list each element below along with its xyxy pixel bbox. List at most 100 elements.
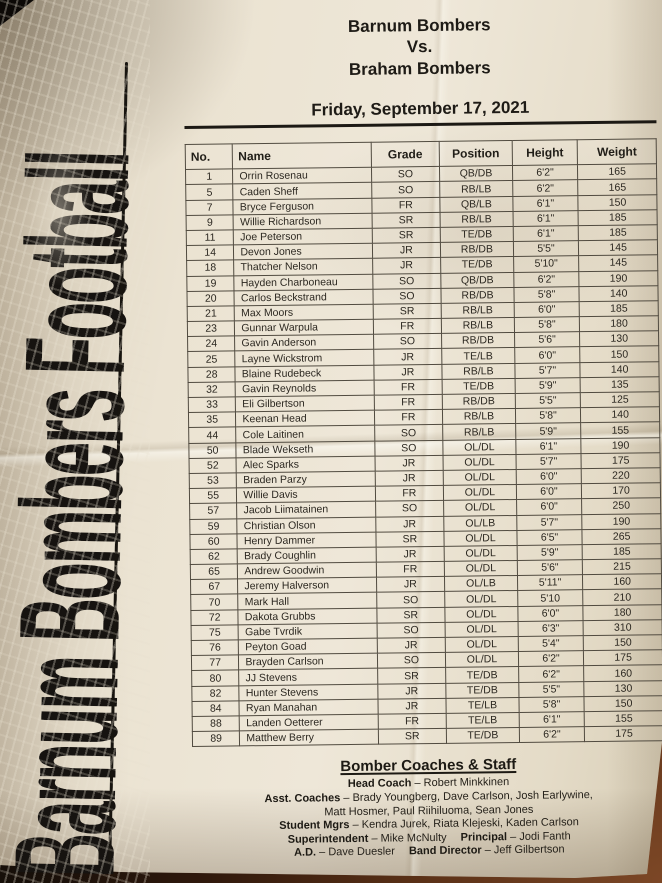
cell-no: 19 <box>186 275 235 292</box>
cell-height: 6'5" <box>516 529 583 546</box>
cell-height: 5'8" <box>515 407 581 424</box>
staff-role-label: A.D. <box>293 846 317 860</box>
cell-height: 5'8" <box>513 286 580 303</box>
staff-role-label: Principal <box>460 830 508 844</box>
cell-position: OL/DL <box>444 590 518 608</box>
cell-no: 65 <box>190 563 238 580</box>
cell-grade: FR <box>372 318 442 335</box>
cell-name: Thatcher Nelson <box>234 258 373 276</box>
cell-height: 6'1" <box>515 438 582 455</box>
cell-name: Caden Sheff <box>233 182 372 200</box>
cell-name: JJ Stevens <box>239 668 378 686</box>
printed-content: Barnum Bombers Vs. Braham Bombers Friday… <box>183 0 662 862</box>
side-banner: Barnum Bombers Football <box>0 0 159 883</box>
cell-height: 6'1" <box>512 195 579 212</box>
cell-weight: 185 <box>579 300 659 317</box>
cell-weight: 165 <box>577 163 657 181</box>
cell-no: 25 <box>187 351 236 368</box>
cell-position: TE/DB <box>440 256 514 273</box>
cell-weight: 185 <box>582 543 662 560</box>
cell-height: 6'2" <box>519 726 585 743</box>
cell-weight: 180 <box>583 604 662 621</box>
cell-position: OL/DL <box>445 606 518 623</box>
cell-grade: SR <box>371 227 441 244</box>
cell-no: 55 <box>189 488 237 504</box>
cell-height: 6'0" <box>513 301 580 318</box>
cell-grade: SR <box>377 667 446 684</box>
cell-height: 5'6" <box>514 331 580 348</box>
cell-position: OL/LB <box>443 514 517 532</box>
cell-no: 14 <box>186 245 235 261</box>
cell-no: 57 <box>189 503 238 519</box>
cell-no: 24 <box>187 336 236 352</box>
cell-weight: 170 <box>581 482 661 500</box>
cell-height: 5'10" <box>513 256 580 273</box>
staff-names: – Jodi Fanth <box>506 830 571 843</box>
cell-no: 35 <box>188 412 237 428</box>
cell-position: OL/DL <box>444 530 517 547</box>
cell-position: RB/LB <box>442 363 515 380</box>
cell-height: 6'0" <box>515 468 582 485</box>
cell-weight: 175 <box>583 649 662 667</box>
cell-no: 20 <box>186 290 235 307</box>
cell-grade: SR <box>375 531 445 548</box>
cell-name: Hunter Stevens <box>239 683 378 701</box>
cell-height: 5'9" <box>516 544 583 561</box>
cell-no: 76 <box>191 639 239 656</box>
cell-grade: JR <box>377 698 447 715</box>
cell-position: TE/DB <box>446 727 520 744</box>
staff-role-label: Asst. Coaches <box>264 792 341 806</box>
cell-name: Gabe Tvrdik <box>238 623 377 640</box>
cell-no: 9 <box>186 214 234 231</box>
cell-grade: SO <box>376 622 446 639</box>
cell-height: 5'6" <box>517 559 583 576</box>
cell-position: OL/DL <box>443 454 516 471</box>
cell-height: 5'8" <box>518 696 585 713</box>
cell-name: Willie Davis <box>236 486 376 504</box>
cell-weight: 265 <box>582 528 662 545</box>
column-header-name: Name <box>232 142 372 170</box>
cell-height: 6'0" <box>516 499 583 515</box>
cell-grade: JR <box>373 364 443 381</box>
cell-grade: SR <box>371 212 441 229</box>
cell-name: Landen Oetterer <box>239 714 378 732</box>
cell-name: Alec Sparks <box>236 455 375 473</box>
cell-grade: JR <box>376 576 445 593</box>
cell-weight: 140 <box>580 361 660 378</box>
cell-name: Orrin Rosenau <box>232 167 372 185</box>
cell-position: OL/DL <box>444 545 518 562</box>
cell-no: 53 <box>189 472 237 489</box>
cell-height: 5'7" <box>515 453 582 470</box>
matchup-header: Barnum Bombers Vs. Braham Bombers <box>183 12 656 82</box>
cell-no: 52 <box>189 457 237 474</box>
cell-weight: 185 <box>578 224 658 241</box>
cell-name: Carlos Beckstrand <box>234 288 373 306</box>
cell-no: 11 <box>186 229 234 246</box>
cell-grade: SO <box>371 181 440 198</box>
cell-position: RB/DB <box>441 287 514 304</box>
cell-no: 59 <box>189 518 238 535</box>
cell-no: 89 <box>192 731 240 747</box>
cell-position: QB/DB <box>440 272 514 289</box>
column-header-weight: Weight <box>577 138 657 165</box>
cell-position: OL/DL <box>442 439 516 456</box>
staff-names: – Kendra Jurek, Riata Klejeski, Kaden Ca… <box>349 816 579 832</box>
cell-position: RB/DB <box>440 241 514 258</box>
cell-position: TE/LB <box>441 347 515 365</box>
cell-weight: 145 <box>578 239 658 257</box>
cell-weight: 145 <box>578 255 658 272</box>
cell-position: QB/LB <box>439 196 513 213</box>
cell-position: TE/DB <box>440 226 514 243</box>
cell-grade: SO <box>374 439 444 456</box>
cell-height: 6'2" <box>512 164 578 181</box>
column-header-position: Position <box>439 140 513 167</box>
cell-name: Willie Richardson <box>233 212 372 230</box>
cell-weight: 190 <box>579 270 658 287</box>
cell-grade: SO <box>372 288 442 305</box>
cell-name: Blaine Rudebeck <box>235 364 374 382</box>
cell-name: Keenan Head <box>235 410 375 428</box>
cell-weight: 250 <box>581 498 661 515</box>
cell-position: OL/DL <box>445 651 519 668</box>
